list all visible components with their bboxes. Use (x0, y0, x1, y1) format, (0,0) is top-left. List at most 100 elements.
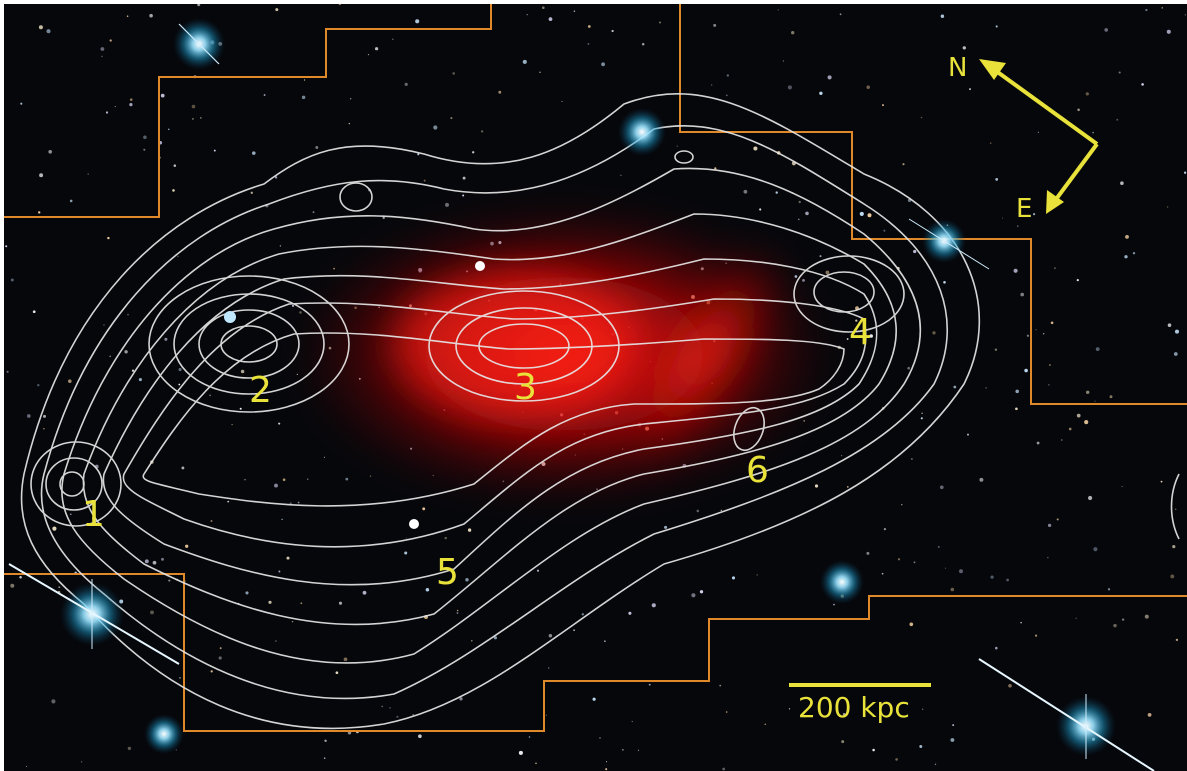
field-galaxy (725, 94, 728, 97)
field-galaxy (404, 551, 408, 555)
field-galaxy (6, 370, 9, 373)
field-galaxy (415, 19, 420, 24)
field-galaxy (138, 378, 142, 382)
field-galaxy (114, 106, 116, 108)
field-galaxy (143, 148, 146, 151)
bright-star (144, 714, 184, 754)
field-galaxy (173, 164, 177, 167)
field-galaxy (231, 423, 233, 426)
field-galaxy (985, 387, 987, 389)
field-galaxy (855, 319, 858, 322)
field-galaxy (160, 93, 165, 98)
field-galaxy (719, 684, 722, 687)
field-galaxy (286, 556, 290, 560)
field-galaxy (268, 600, 272, 604)
field-galaxy (548, 633, 553, 638)
field-galaxy (362, 590, 367, 595)
bright-star (173, 18, 225, 70)
field-galaxy (263, 94, 266, 96)
field-galaxy (291, 620, 294, 623)
field-galaxy (637, 749, 640, 751)
field-galaxy (651, 603, 656, 608)
field-galaxy (1024, 368, 1028, 373)
field-galaxy (920, 417, 923, 420)
field-galaxy (126, 15, 129, 17)
field-galaxy (471, 640, 473, 642)
field-galaxy (725, 711, 728, 713)
field-galaxy (101, 55, 103, 58)
field-galaxy (1167, 206, 1169, 208)
field-galaxy (1144, 614, 1149, 619)
field-galaxy (1015, 389, 1019, 394)
field-galaxy (245, 591, 249, 595)
field-galaxy (953, 385, 957, 389)
field-galaxy (833, 603, 835, 606)
field-galaxy (250, 191, 253, 194)
field-galaxy (676, 145, 678, 147)
field-galaxy (621, 748, 624, 751)
east-label: E (1016, 194, 1032, 224)
field-galaxy (43, 428, 45, 430)
field-galaxy (127, 313, 129, 316)
peak-label-3: 3 (514, 367, 537, 408)
peak-label-6: 6 (746, 450, 769, 491)
field-galaxy (459, 697, 463, 701)
field-galaxy (444, 536, 447, 540)
field-galaxy (26, 765, 28, 767)
field-galaxy (338, 601, 343, 605)
field-galaxy (210, 670, 213, 673)
field-galaxy (539, 71, 541, 74)
field-galaxy (1084, 420, 1089, 425)
scale-bar-label: 200 kpc (798, 691, 910, 724)
field-galaxy (345, 477, 349, 481)
field-galaxy (315, 146, 319, 149)
field-galaxy (895, 758, 898, 761)
field-galaxy (210, 520, 213, 522)
field-galaxy (1166, 29, 1171, 34)
field-galaxy (177, 255, 179, 258)
field-galaxy (846, 486, 849, 488)
field-galaxy (791, 31, 795, 35)
field-galaxy (545, 714, 547, 716)
field-galaxy (1088, 495, 1093, 501)
field-galaxy (995, 25, 998, 28)
field-galaxy (200, 117, 202, 119)
field-galaxy (859, 211, 864, 216)
field-galaxy (127, 746, 132, 751)
field-galaxy (392, 38, 394, 40)
bright-star (908, 218, 990, 270)
field-galaxy (105, 111, 109, 114)
field-galaxy (696, 509, 700, 513)
field-galaxy (979, 477, 984, 482)
field-galaxy (825, 270, 830, 275)
field-galaxy (456, 609, 459, 612)
field-galaxy (1160, 480, 1163, 483)
field-galaxy (227, 500, 230, 503)
field-galaxy (1116, 118, 1119, 121)
field-galaxy (369, 475, 372, 477)
field-galaxy (962, 46, 966, 50)
field-galaxy (52, 526, 57, 531)
field-galaxy (275, 8, 279, 12)
field-galaxy (920, 116, 923, 119)
field-galaxy (1047, 557, 1049, 559)
field-galaxy (1076, 278, 1079, 282)
field-galaxy (940, 14, 945, 18)
field-galaxy (937, 545, 940, 548)
field-galaxy (1147, 713, 1152, 717)
field-galaxy (1173, 352, 1178, 356)
field-galaxy (323, 757, 326, 759)
field-galaxy (802, 278, 805, 282)
field-galaxy (465, 577, 469, 582)
field-galaxy (1050, 321, 1054, 325)
field-galaxy (952, 724, 955, 727)
field-galaxy (814, 484, 819, 488)
field-galaxy (1132, 252, 1136, 255)
field-galaxy (913, 561, 916, 564)
field-galaxy (943, 281, 946, 284)
field-galaxy (349, 98, 352, 100)
field-galaxy (526, 14, 528, 16)
field-galaxy (805, 211, 809, 216)
field-galaxy (787, 85, 792, 90)
field-galaxy (1172, 545, 1176, 549)
